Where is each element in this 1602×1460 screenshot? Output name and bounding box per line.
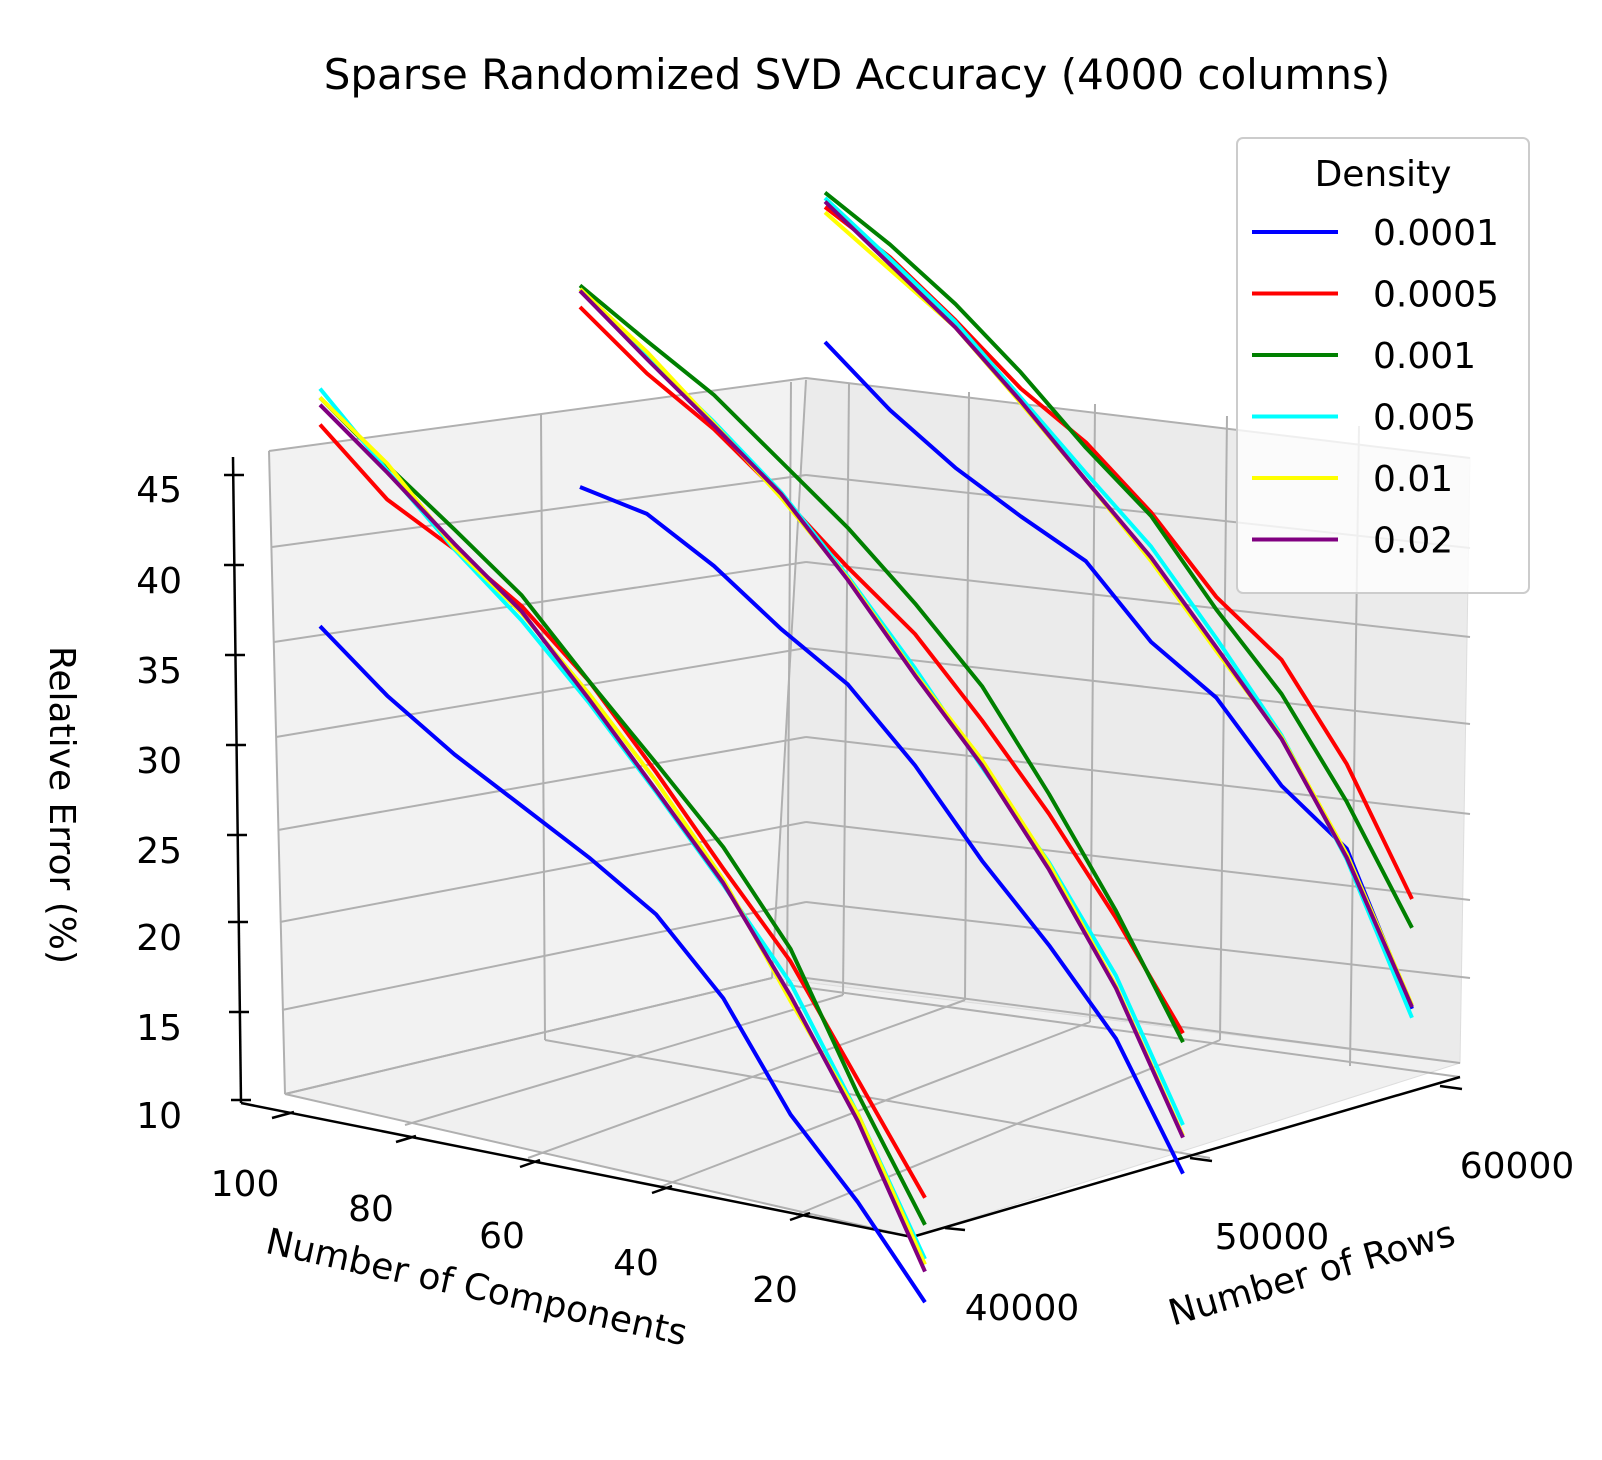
series-line-0.0001-rows-50000 <box>579 485 1185 1175</box>
x-tick-mark <box>271 1110 295 1120</box>
z-tick-label: 20 <box>136 918 182 959</box>
legend-label: 0.005 <box>1373 398 1476 439</box>
series-line-0.001-rows-40000 <box>318 396 927 1226</box>
x-tick-mark <box>789 1211 811 1222</box>
grid-line <box>1219 415 1228 1041</box>
y-tick-labels: 40000 50000 60000 <box>965 1146 1575 1329</box>
x-tick-label: 40 <box>613 1243 659 1284</box>
z-axis-line <box>231 456 243 1104</box>
legend-label: 0.0001 <box>1373 213 1499 254</box>
z-tick-label: 30 <box>136 741 182 782</box>
series-line-0.02-rows-50000 <box>578 289 1185 1139</box>
grid-line <box>284 977 773 1095</box>
grid-line <box>805 736 1471 815</box>
grid-line <box>805 647 1471 725</box>
grid-line <box>281 901 807 1011</box>
x-tick-label: 80 <box>348 1189 394 1230</box>
legend-label: 0.001 <box>1373 336 1476 377</box>
grid-line <box>842 383 850 996</box>
grid-line <box>544 1039 1211 1159</box>
z-tick-label: 15 <box>136 1008 182 1049</box>
z-tick-label: 10 <box>136 1096 182 1137</box>
grid-line <box>795 1039 1221 1216</box>
series-line-0.02-rows-40000 <box>318 403 927 1273</box>
x-tick-label: 100 <box>211 1164 280 1205</box>
series-line-0.02-rows-60000 <box>823 200 1414 1008</box>
x-tick-mark <box>651 1184 673 1195</box>
series-line-0.0001-rows-60000 <box>823 340 1414 1010</box>
x-axis-label: Number of Components <box>262 1221 691 1354</box>
x-tick-mark <box>395 1134 417 1144</box>
legend-label: 0.0005 <box>1373 275 1499 316</box>
z-tick-label: 25 <box>136 831 182 872</box>
series-line-0.0001-rows-40000 <box>318 624 927 1304</box>
series-layer <box>318 191 1414 1304</box>
grid-line <box>277 736 807 831</box>
y-tick-label: 60000 <box>1460 1146 1575 1187</box>
z-axis-label: Relative Error (%) <box>41 646 82 964</box>
grid-line <box>527 999 966 1159</box>
z-tick-label: 35 <box>136 651 182 692</box>
x-tick-label: 20 <box>752 1270 798 1311</box>
chart-title: Sparse Randomized SVD Accuracy (4000 col… <box>324 50 1391 99</box>
grid-line <box>786 381 792 986</box>
grid-line <box>404 994 844 1126</box>
grid-line <box>268 450 286 1095</box>
series-line-0.0005-rows-50000 <box>578 305 1185 1035</box>
tick-marks <box>224 473 1463 1232</box>
x-tick-label: 60 <box>479 1216 525 1257</box>
y-tick-label: 40000 <box>965 1288 1080 1329</box>
y-tick-label: 50000 <box>1215 1217 1330 1258</box>
y-tick-mark <box>944 1226 966 1232</box>
series-line-0.001-rows-60000 <box>823 191 1414 929</box>
y-axis-line <box>911 1075 1461 1239</box>
legend: Density 0.0001 0.0005 0.001 0.005 0.01 0.02 <box>1236 137 1530 594</box>
y-tick-mark <box>1189 1156 1213 1163</box>
z-tick-label: 45 <box>136 470 182 511</box>
grid-line <box>271 474 807 548</box>
grid-line <box>786 984 1461 1078</box>
x-axis-line <box>240 1101 913 1239</box>
grid-line <box>540 413 546 1041</box>
legend-label: 0.02 <box>1373 521 1453 562</box>
legend-label: 0.01 <box>1373 459 1453 500</box>
legend-title: Density <box>1315 154 1452 195</box>
grid-line <box>659 1021 1091 1188</box>
y-tick-mark <box>1439 1084 1463 1091</box>
z-tick-labels: 45 40 35 30 25 20 15 10 <box>136 470 182 1137</box>
x-tick-mark <box>519 1158 541 1169</box>
x-tick-labels: 100 80 60 40 20 <box>211 1164 798 1311</box>
grid-line <box>805 901 1471 979</box>
series-line-0.001-rows-50000 <box>578 283 1185 1044</box>
grid-line <box>805 561 1471 638</box>
grid-line <box>273 561 807 643</box>
grid-line <box>275 647 807 738</box>
z-tick-label: 40 <box>136 561 182 602</box>
